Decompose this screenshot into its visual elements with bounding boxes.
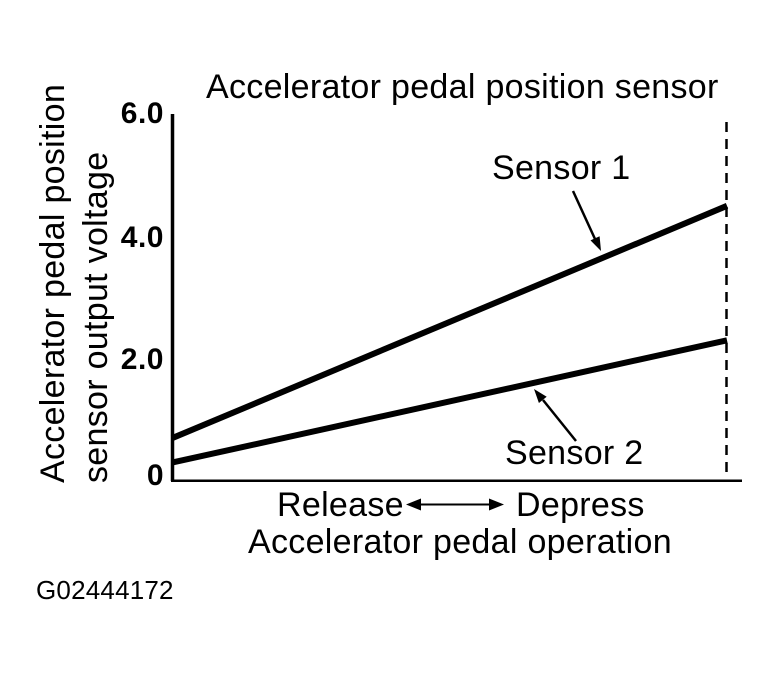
sensor1-annotation-label: Sensor 1	[492, 149, 631, 187]
y-tick-0: 0	[146, 459, 164, 492]
y-tick-4-0: 4.0	[120, 221, 164, 254]
sensor2-arrow	[534, 389, 577, 442]
figure-id: G02444172	[36, 575, 174, 605]
chart-title: Accelerator pedal position sensor	[206, 68, 719, 106]
x-axis-title: Accelerator pedal operation	[248, 523, 672, 561]
sensor1-line	[170, 203, 729, 441]
y-axis-label-line1: Accelerator pedal position	[34, 83, 72, 483]
x-axis-release-label: Release	[277, 486, 404, 524]
release-depress-double-arrow-icon	[406, 498, 504, 511]
x-axis-depress-label: Depress	[516, 486, 645, 524]
y-axis-label-line2: sensor output voltage	[77, 151, 115, 483]
sensor1-arrow	[571, 190, 601, 251]
sensor2-line	[171, 337, 728, 466]
y-tick-6-0: 6.0	[120, 97, 164, 130]
y-tick-2-0: 2.0	[120, 343, 164, 376]
sensor2-annotation-label: Sensor 2	[505, 434, 644, 472]
